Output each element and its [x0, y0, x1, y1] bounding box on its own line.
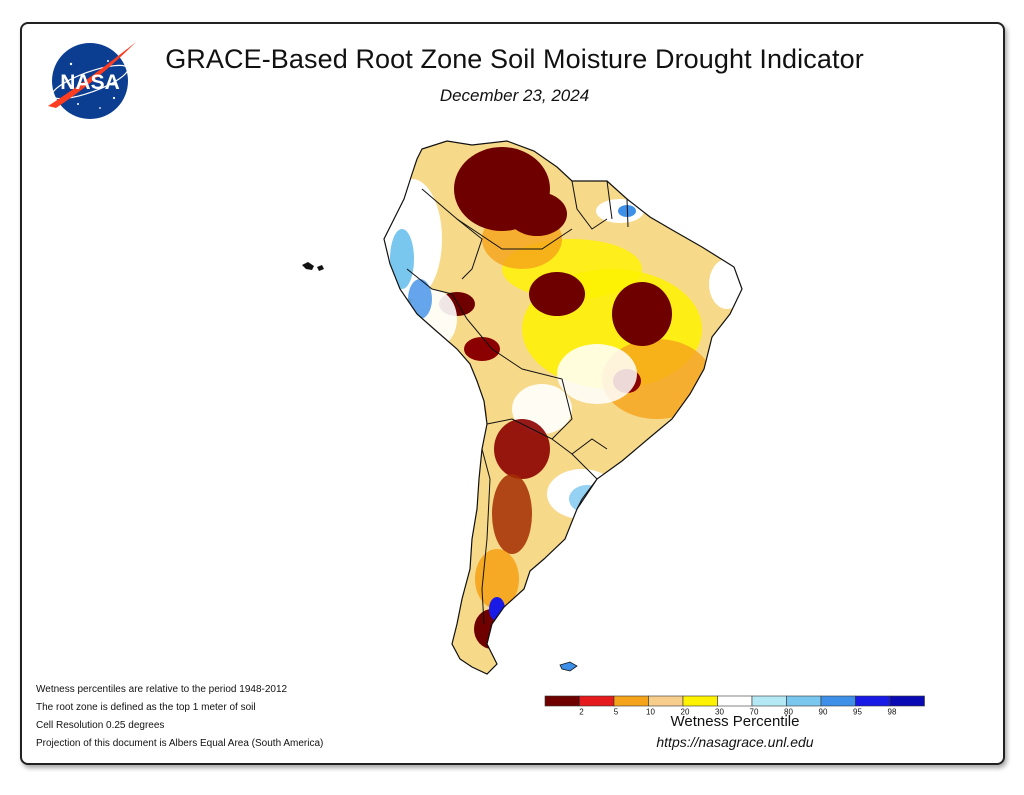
nasa-logo: NASA — [48, 42, 136, 119]
legend-swatch — [820, 695, 856, 707]
legend-tick-label: 95 — [853, 708, 862, 716]
legend-swatch — [889, 695, 925, 707]
legend-tick-label: 20 — [681, 708, 690, 716]
legend-tick-label: 90 — [819, 708, 828, 716]
figure-frame: NASA GRACE-Based Root Zone Soil Moisture… — [20, 22, 1005, 765]
legend-tick-label: 5 — [614, 708, 619, 716]
note-percentile-period: Wetness percentiles are relative to the … — [36, 684, 288, 695]
legend-swatch — [579, 695, 615, 707]
source-url: https://nasagrace.unl.edu — [656, 734, 814, 750]
legend-tick-label: 70 — [750, 708, 759, 716]
note-cell-resolution: Cell Resolution 0.25 degrees — [36, 720, 165, 731]
svg-text:NASA: NASA — [60, 71, 120, 94]
page-title: GRACE-Based Root Zone Soil Moisture Drou… — [165, 44, 864, 74]
legend-swatch — [648, 695, 684, 707]
note-root-zone: The root zone is defined as the top 1 me… — [36, 702, 256, 713]
legend-swatch — [613, 695, 649, 707]
legend-tick-label: 10 — [646, 708, 655, 716]
legend-tick-label: 80 — [784, 708, 793, 716]
wetness-legend: 2 5 10 20 30 70 80 90 95 98 — [544, 695, 925, 716]
south-america-drought-map — [302, 140, 743, 675]
legend-swatch — [682, 695, 718, 707]
legend-tick-label: 30 — [715, 708, 724, 716]
legend-tick-label: 98 — [888, 708, 897, 716]
legend-swatch — [717, 695, 753, 707]
legend-swatch — [786, 695, 822, 707]
map-date: December 23, 2024 — [439, 86, 590, 105]
map-notes: Wetness percentiles are relative to the … — [36, 681, 323, 753]
legend-swatch — [751, 695, 787, 707]
note-projection: Projection of this document is Albers Eq… — [36, 738, 324, 749]
legend-tick-label: 2 — [579, 708, 584, 716]
legend-title: Wetness Percentile — [670, 713, 800, 730]
legend-swatch — [855, 695, 891, 707]
legend-swatch — [544, 695, 580, 707]
